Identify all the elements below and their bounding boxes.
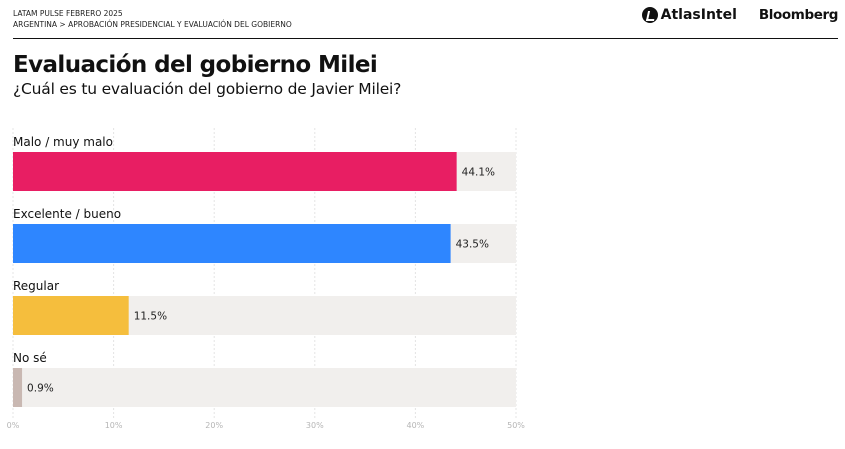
bar-value-label: 43.5% xyxy=(456,239,489,251)
header-divider xyxy=(13,38,838,39)
bar-track xyxy=(13,368,516,407)
bloomberg-logo: Bloomberg xyxy=(758,7,838,23)
bar-value-label: 11.5% xyxy=(134,311,167,323)
category-label: No sé xyxy=(13,351,47,365)
bar xyxy=(13,368,23,407)
x-tick-label: 30% xyxy=(306,421,324,430)
report-meta: LATAM PULSE FEBRERO 2025 ARGENTINA > APR… xyxy=(13,8,292,30)
x-tick-label: 20% xyxy=(205,421,223,430)
x-tick-label: 40% xyxy=(407,421,425,430)
bar-value-label: 44.1% xyxy=(462,167,495,179)
chart-title: Evaluación del gobierno Milei xyxy=(13,52,378,78)
category-label: Excelente / bueno xyxy=(13,207,121,221)
bar xyxy=(13,224,451,263)
x-tick-label: 10% xyxy=(105,421,123,430)
bar-chart: Malo / muy malo 44.1% Excelente / bueno 43.… xyxy=(7,128,525,430)
bar xyxy=(13,296,129,335)
chart-subtitle: ¿Cuál es tu evaluación del gobierno de J… xyxy=(13,80,402,98)
logos: AtlasIntel Bloomberg xyxy=(641,7,838,23)
atlasintel-logo-icon xyxy=(641,7,658,23)
category-label: Regular xyxy=(13,279,59,293)
x-tick-label: 50% xyxy=(507,421,525,430)
bar xyxy=(13,152,457,191)
breadcrumb: ARGENTINA > APROBACIÓN PRESIDENCIAL Y EV… xyxy=(13,20,292,29)
category-label: Malo / muy malo xyxy=(13,135,113,149)
atlasintel-logo: AtlasIntel xyxy=(641,7,737,23)
x-tick-label: 0% xyxy=(7,421,20,430)
report-series-line: LATAM PULSE FEBRERO 2025 xyxy=(13,9,123,18)
atlasintel-logo-text: AtlasIntel xyxy=(660,7,737,23)
bar-value-label: 0.9% xyxy=(27,383,54,395)
